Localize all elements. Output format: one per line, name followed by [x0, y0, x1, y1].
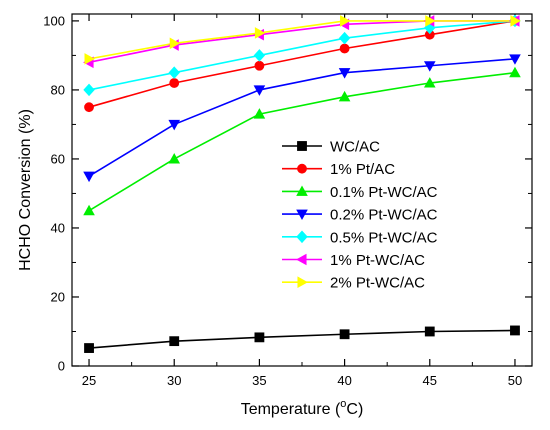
y-tick-label: 0: [58, 359, 65, 374]
legend-marker-3: [296, 209, 308, 221]
y-tick-label: 40: [51, 220, 65, 235]
x-tick-label: 45: [423, 373, 437, 388]
data-point-1-3: [339, 43, 350, 54]
legend: WC/AC 1% Pt/AC 0.1% Pt-WC/AC 0.2% Pt-WC/AC 0…: [282, 139, 438, 292]
series-line-2: [88, 71, 516, 212]
series-line-4: [88, 20, 516, 91]
x-tick-label: 35: [252, 373, 266, 388]
data-point-2-2: [253, 108, 266, 119]
series-lines: [88, 20, 516, 349]
data-point-3-3: [338, 68, 351, 79]
data-point-6-3: [340, 15, 351, 27]
data-point-6-0: [84, 53, 95, 65]
y-tick-label: 100: [43, 13, 65, 28]
x-tick-label: 50: [508, 373, 522, 388]
legend-marker-2: [296, 185, 308, 196]
data-point-0-2: [254, 332, 265, 343]
data-point-2-4: [423, 77, 436, 88]
y-tick-label: 80: [51, 82, 65, 97]
series-line-1: [88, 20, 516, 108]
series-markers: [83, 14, 521, 353]
data-point-4-1: [168, 66, 180, 79]
data-point-2-5: [509, 66, 521, 78]
axis-ticks: 25 30 35 40 45 50 0 20 40 60 80 100: [43, 13, 532, 388]
legend-marker-0: [297, 141, 307, 151]
data-point-0-4: [424, 326, 435, 337]
series-line-0: [88, 329, 515, 349]
y-tick-label: 60: [51, 151, 65, 166]
legend-label-0: WC/AC: [330, 139, 380, 156]
data-point-3-4: [423, 61, 436, 72]
data-point-4-0: [83, 83, 95, 97]
series-line-6: [88, 20, 515, 60]
data-point-0-5: [510, 325, 520, 336]
legend-marker-4: [296, 230, 308, 244]
data-point-6-2: [254, 27, 266, 39]
data-point-1-2: [254, 60, 265, 71]
legend-label-6: 2% Pt-WC/AC: [330, 275, 425, 292]
x-tick-label: 25: [82, 373, 96, 388]
data-point-4-2: [253, 49, 266, 62]
data-point-3-0: [83, 171, 95, 183]
data-point-1-0: [84, 102, 94, 113]
legend-marker-6: [297, 276, 308, 288]
data-point-3-5: [509, 54, 521, 65]
legend-label-1: 1% Pt/AC: [330, 161, 395, 178]
x-tick-label: 30: [167, 373, 181, 388]
legend-marker-5: [296, 253, 307, 266]
legend-label-5: 1% Pt-WC/AC: [330, 252, 425, 269]
data-point-2-1: [168, 153, 181, 164]
legend-label-2: 0.1% Pt-WC/AC: [330, 184, 438, 201]
series-line-3: [88, 58, 516, 177]
data-point-4-3: [338, 31, 351, 45]
x-tick-label: 40: [337, 373, 351, 388]
data-point-0-0: [84, 343, 94, 353]
data-point-3-2: [253, 85, 266, 96]
data-point-1-1: [169, 78, 180, 88]
data-point-3-1: [168, 119, 181, 131]
data-point-0-1: [169, 336, 180, 347]
data-point-0-3: [339, 329, 350, 340]
y-tick-label: 20: [51, 289, 65, 304]
data-point-2-3: [338, 90, 351, 102]
legend-label-4: 0.5% Pt-WC/AC: [330, 229, 438, 246]
data-point-6-4: [425, 15, 436, 27]
y-axis-title: HCHO Conversion (%): [17, 109, 34, 271]
data-point-6-5: [510, 15, 521, 27]
data-point-2-0: [83, 204, 95, 216]
legend-label-3: 0.2% Pt-WC/AC: [330, 207, 438, 224]
legend-marker-1: [297, 163, 307, 174]
data-point-6-1: [169, 37, 181, 50]
x-axis-title: Temperature (oC): [241, 398, 364, 418]
